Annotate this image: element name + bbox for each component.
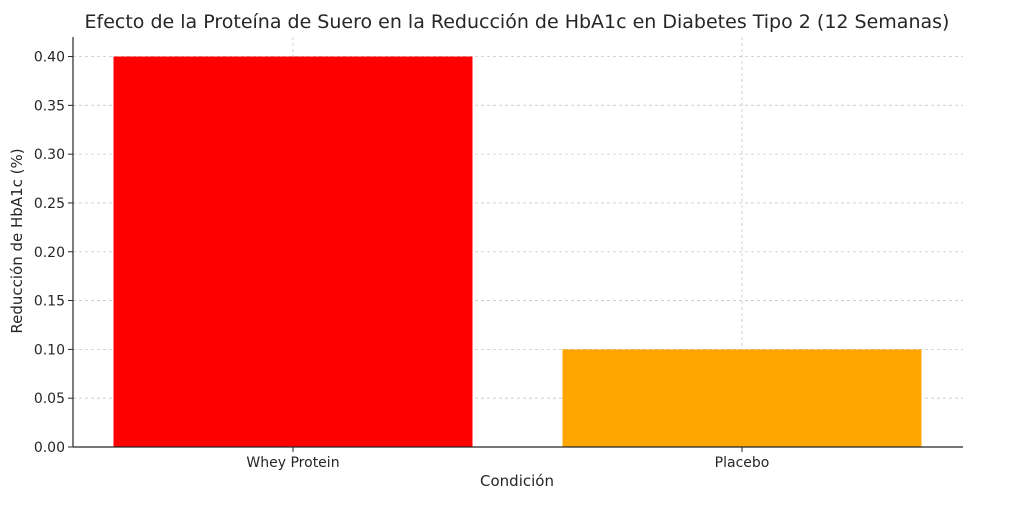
y-tick-label: 0.00 — [34, 440, 65, 456]
y-tick-label: 0.15 — [34, 294, 65, 310]
y-tick-label: 0.35 — [34, 98, 65, 114]
x-ticks: Whey Protein Placebo — [246, 447, 769, 471]
y-tick-label: 0.10 — [34, 342, 65, 358]
chart-title: Efecto de la Proteína de Suero en la Red… — [85, 11, 950, 33]
y-tick-label: 0.40 — [34, 50, 65, 66]
y-tick-label: 0.30 — [34, 147, 65, 163]
y-tick-label: 0.05 — [34, 391, 65, 407]
y-tick-label: 0.20 — [34, 245, 65, 261]
y-tick-label: 0.25 — [34, 196, 65, 212]
x-axis-label: Condición — [480, 472, 554, 490]
bar-placebo — [562, 349, 922, 447]
x-tick-label: Placebo — [715, 455, 770, 471]
x-tick-label: Whey Protein — [246, 455, 339, 471]
bar-whey-protein — [113, 56, 473, 448]
bars — [113, 56, 922, 448]
y-axis-label: Reducción de HbA1c (%) — [8, 148, 26, 333]
y-ticks: 0.00 0.05 0.10 0.15 0.20 0.25 0.30 0.35 0.40 — [34, 50, 73, 456]
